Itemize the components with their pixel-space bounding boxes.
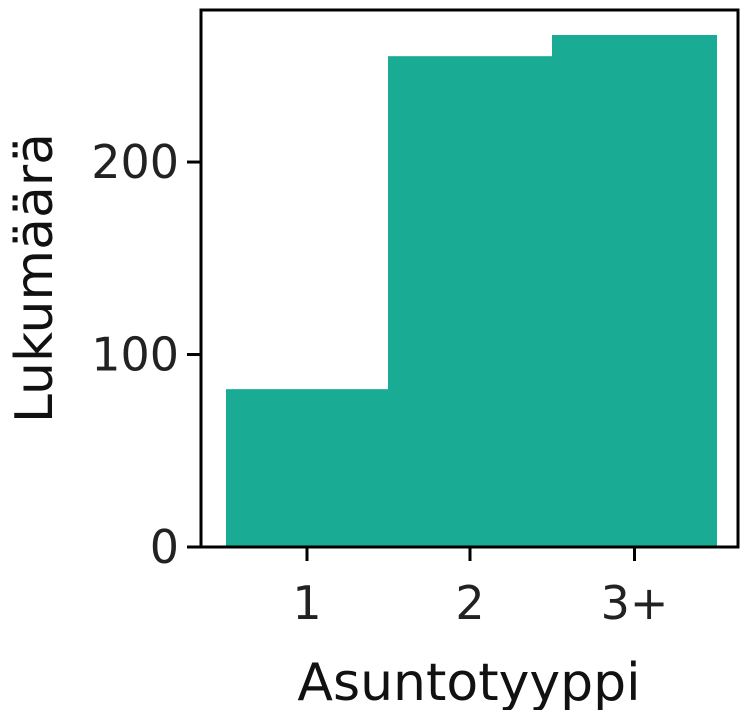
bar-1 [226,389,388,547]
x-tick-label: 3+ [601,576,669,630]
y-tick-label: 0 [150,520,179,574]
x-tick-label: 2 [455,576,484,630]
y-axis: 0 100 200 [91,135,201,574]
x-tick-label: 1 [292,576,321,630]
bar-3+ [552,35,717,547]
y-axis-label: Lukumäärä [5,133,65,423]
bar-2 [388,56,552,547]
y-tick-label: 200 [91,135,179,189]
x-axis-label: Asuntotyyppi [297,653,640,710]
bars-group [226,35,717,547]
y-tick-label: 100 [91,328,179,382]
x-axis: 1 2 3+ [292,547,668,630]
